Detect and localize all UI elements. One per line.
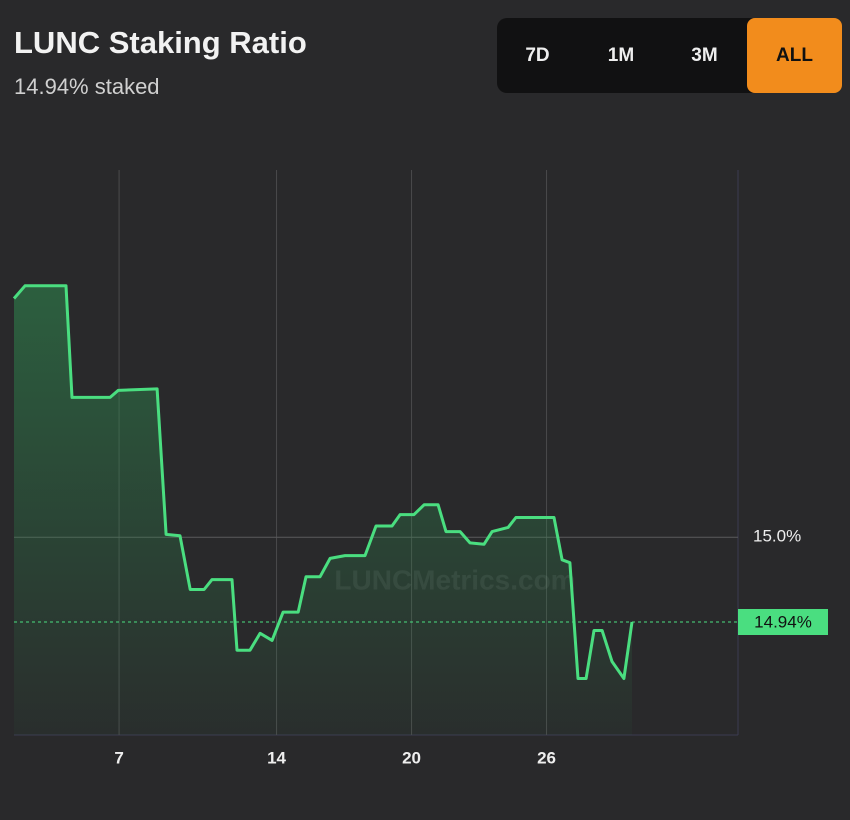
x-tick-label: 14 [267, 748, 286, 767]
x-tick-label: 26 [537, 748, 556, 767]
range-button-active[interactable] [747, 18, 842, 93]
y-tick-label: 15.0% [753, 527, 801, 546]
range-button[interactable]: 3M [691, 45, 717, 66]
current-value-badge [738, 609, 828, 635]
range-button[interactable]: 7D [525, 45, 549, 66]
current-value-label: 14.94% [754, 612, 812, 631]
chart-title: LUNC Staking Ratio [14, 25, 307, 60]
subtitle: 14.94% staked [14, 74, 160, 99]
line [12, 284, 634, 680]
range-button[interactable]: 1M [608, 45, 634, 66]
x-tick-label: 20 [402, 748, 421, 767]
area-fill [14, 285, 633, 735]
range-button[interactable]: ALL [776, 45, 813, 66]
x-tick-label: 7 [114, 748, 123, 767]
